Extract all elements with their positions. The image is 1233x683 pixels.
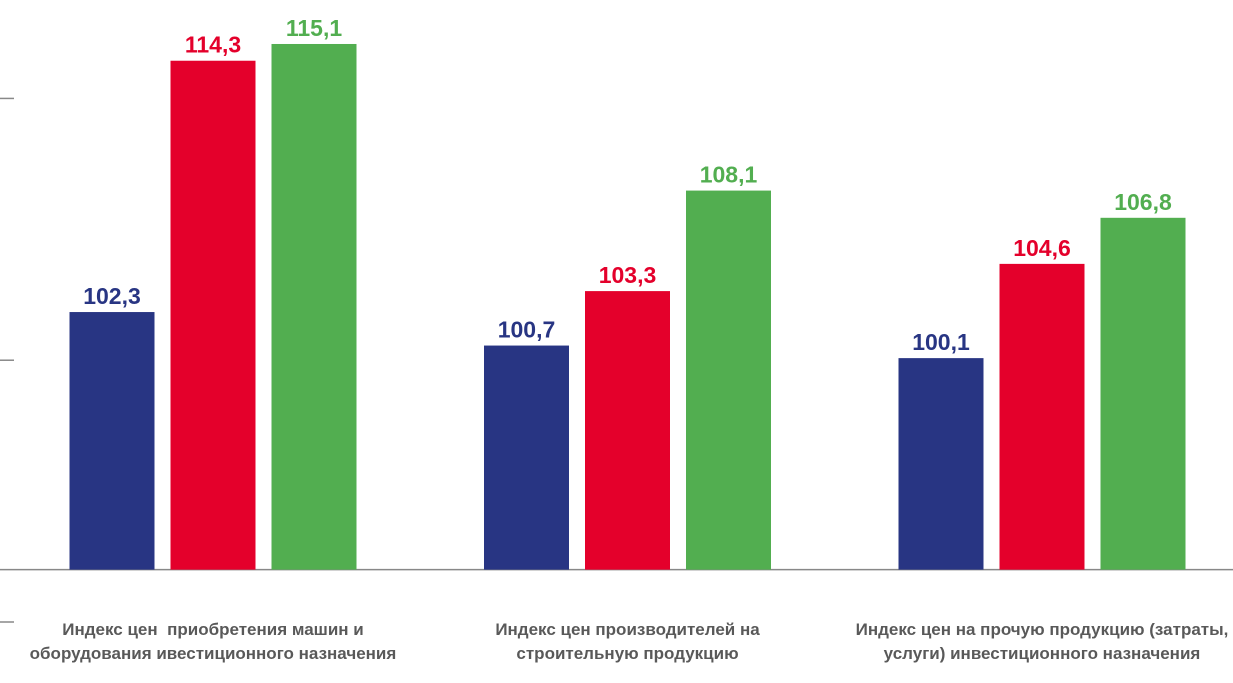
value-label: 103,3	[599, 262, 657, 288]
value-label: 104,6	[1013, 235, 1071, 261]
bar	[69, 312, 155, 570]
value-label: 100,7	[498, 317, 556, 343]
bar	[999, 263, 1085, 570]
value-label: 106,8	[1114, 189, 1172, 215]
bar	[271, 43, 357, 570]
value-label: 114,3	[185, 32, 241, 58]
bar	[686, 190, 771, 570]
bar	[484, 345, 569, 570]
value-label: 115,1	[286, 15, 342, 41]
bar	[170, 60, 256, 570]
x-tick-label: Индекс цен приобретения машин и оборудов…	[29, 620, 397, 663]
x-tick-label: Индекс цен производителей на строительну…	[495, 620, 765, 663]
value-label: 108,1	[700, 162, 758, 188]
x-tick-label: Индекс цен на прочую продукцию (затраты,…	[855, 620, 1233, 663]
value-label: 102,3	[83, 283, 141, 309]
bar	[1100, 217, 1186, 570]
bar	[898, 358, 984, 570]
value-label: 100,1	[912, 329, 970, 355]
bar	[585, 291, 670, 570]
